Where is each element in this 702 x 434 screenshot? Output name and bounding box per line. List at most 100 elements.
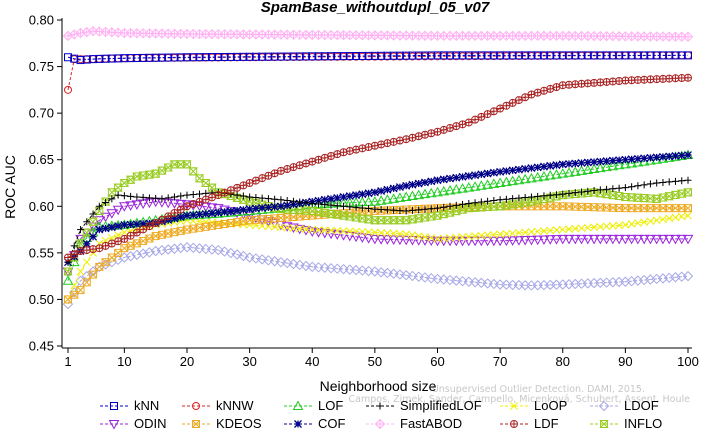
point-cof — [195, 210, 204, 219]
series-line-knnw — [67, 54, 688, 91]
point-inflo — [113, 183, 123, 192]
point-simplifiedlof — [490, 197, 498, 205]
point-inflo — [639, 194, 649, 203]
point-knn — [176, 53, 185, 62]
point-loop — [320, 226, 329, 234]
point-lof — [394, 192, 406, 202]
series-knn — [64, 51, 692, 65]
point-odin — [344, 231, 356, 242]
legend-swatch-marker — [292, 400, 304, 410]
point-cof — [364, 189, 373, 198]
point-cof — [339, 193, 348, 201]
point-cof — [596, 157, 605, 166]
point-lof — [613, 159, 625, 170]
series-ldof — [62, 242, 694, 310]
point-knn — [395, 51, 404, 60]
x-tick-label: 100 — [677, 354, 699, 369]
point-cof — [439, 175, 448, 184]
point-cof — [251, 204, 260, 213]
point-ldof — [281, 257, 293, 269]
point-ldof — [131, 249, 143, 261]
point-lof — [607, 160, 619, 171]
point-knn — [339, 52, 348, 61]
point-inflo — [188, 167, 198, 176]
point-kdeos — [76, 286, 85, 295]
point-simplifiedlof — [377, 205, 385, 213]
point-simplifiedlof — [590, 186, 598, 194]
point-lof — [620, 158, 631, 169]
point-inflo — [176, 160, 186, 169]
point-cof — [521, 164, 530, 173]
point-knn — [458, 51, 467, 60]
point-simplifiedlof — [459, 200, 467, 208]
point-odin — [356, 233, 368, 243]
point-loop — [439, 234, 448, 243]
point-knn — [364, 51, 373, 60]
point-cof — [621, 155, 630, 164]
point-odin — [557, 234, 569, 245]
y-tick-label: 0.65 — [29, 152, 54, 167]
point-simplifiedlof — [609, 185, 617, 193]
point-inflo — [338, 211, 349, 220]
point-simplifiedlof — [402, 207, 410, 215]
point-ldf — [352, 145, 361, 154]
point-cof — [508, 166, 517, 175]
legend: kNN kNNW LOF SimplifiedLOF LoOP LDOF ODIN KDEOS… — [100, 398, 662, 431]
point-knn — [383, 51, 392, 60]
point-ldf — [684, 73, 692, 82]
point-cof — [383, 185, 392, 194]
point-ldof — [400, 270, 412, 281]
citation-watermark-line-1: Unsupervised Outlier Detection. DAMI, 20… — [432, 384, 645, 395]
point-cof — [233, 206, 242, 215]
point-lof — [488, 178, 500, 188]
point-simplifiedlof — [333, 202, 341, 210]
point-inflo — [351, 213, 361, 222]
point-loop — [402, 230, 411, 239]
point-ldof — [206, 244, 218, 255]
point-cof — [471, 171, 480, 180]
point-inflo — [633, 193, 643, 202]
x-tick-label: 20 — [180, 354, 194, 369]
point-loop — [552, 226, 561, 234]
point-cof — [458, 172, 467, 181]
point-cof — [389, 184, 398, 193]
point-cof — [452, 173, 461, 182]
point-simplifiedlof — [158, 195, 166, 203]
point-simplifiedlof — [671, 177, 679, 185]
point-simplifiedlof — [70, 242, 78, 250]
point-lof — [469, 181, 481, 191]
point-simplifiedlof — [421, 205, 429, 213]
point-simplifiedlof — [308, 199, 316, 207]
point-ldof — [263, 255, 274, 266]
point-odin — [363, 234, 374, 244]
point-knn — [665, 51, 674, 60]
point-simplifiedlof — [114, 191, 122, 199]
point-loop — [295, 224, 304, 233]
point-ldof — [407, 270, 418, 282]
point-inflo — [301, 206, 311, 215]
point-simplifiedlof — [352, 203, 360, 211]
point-simplifiedlof — [603, 185, 611, 193]
point-knn — [677, 51, 686, 60]
point-knn — [189, 53, 198, 62]
point-ldof — [332, 263, 343, 274]
legend-item-kdeos: KDEOS — [182, 416, 262, 431]
series-odin — [62, 197, 694, 278]
point-simplifiedlof — [327, 201, 335, 209]
point-knn — [233, 52, 242, 61]
point-simplifiedlof — [546, 191, 554, 199]
point-odin — [175, 199, 187, 210]
point-cof — [270, 202, 279, 211]
point-cof — [658, 152, 667, 161]
point-loop — [396, 230, 404, 238]
point-cof — [684, 151, 692, 160]
legend-label: COF — [318, 416, 346, 431]
point-odin — [294, 224, 306, 235]
point-knn — [640, 51, 649, 60]
point-simplifiedlof — [315, 200, 323, 208]
point-inflo — [144, 170, 155, 179]
point-loop — [490, 230, 498, 239]
point-inflo — [677, 189, 687, 198]
legend-swatch-marker — [510, 420, 518, 428]
point-cof — [496, 167, 505, 176]
